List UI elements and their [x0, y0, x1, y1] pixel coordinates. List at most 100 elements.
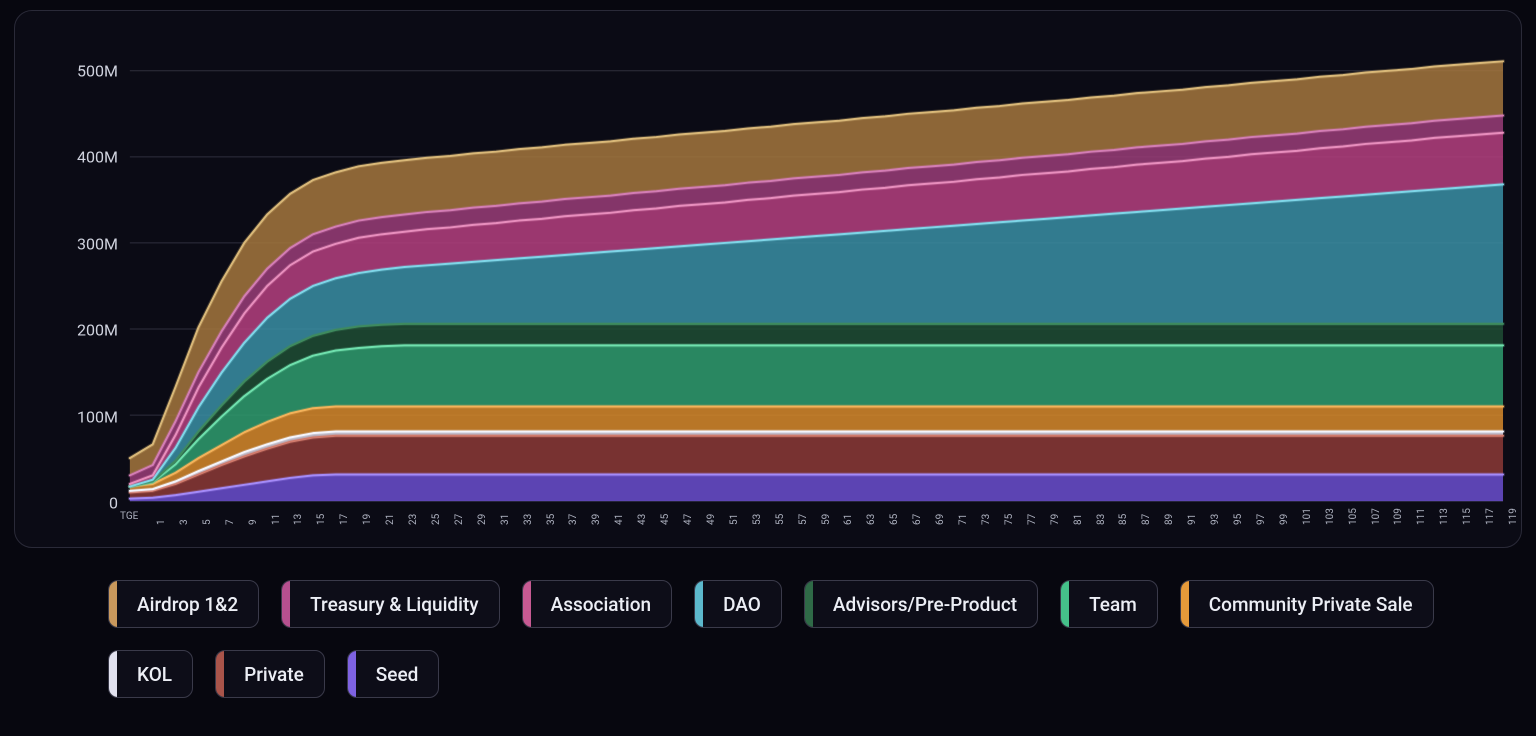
legend-label: DAO [703, 581, 781, 627]
legend-swatch [109, 651, 117, 697]
legend-label: Airdrop 1&2 [117, 581, 258, 627]
x-tick-label: 81 [1073, 514, 1084, 525]
x-tick-label: 99 [1279, 514, 1290, 525]
x-tick-label: 69 [935, 514, 946, 525]
legend-label: Private [224, 651, 324, 697]
y-tick-label: 0 [109, 494, 118, 513]
legend-item-advisors_pre_product[interactable]: Advisors/Pre-Product [804, 580, 1038, 628]
legend-swatch [348, 651, 356, 697]
x-tick-label: 111 [1416, 508, 1427, 525]
x-tick-label: 87 [1141, 514, 1152, 525]
x-tick-label: 91 [1187, 514, 1198, 525]
x-tick-label: 33 [523, 514, 534, 525]
x-tick-label: 105 [1348, 508, 1359, 525]
x-tick-label: 43 [637, 514, 648, 525]
chart-panel: 0100M200M300M400M500M TGE135791113151719… [14, 10, 1522, 548]
legend-item-private[interactable]: Private [215, 650, 325, 698]
legend-swatch [1181, 581, 1189, 627]
legend-item-community_private_sale[interactable]: Community Private Sale [1180, 580, 1434, 628]
x-tick-label: 53 [752, 514, 763, 525]
x-tick-label: 29 [477, 514, 488, 525]
x-tick-label: 3 [179, 519, 190, 525]
x-tick-label: 95 [1233, 514, 1244, 525]
x-tick-label: 119 [1508, 508, 1519, 525]
x-tick-label: 79 [1050, 514, 1061, 525]
x-tick-label: 37 [568, 514, 579, 525]
x-tick-label: 85 [1118, 514, 1129, 525]
legend-item-treasury_liquidity[interactable]: Treasury & Liquidity [281, 580, 499, 628]
x-tick-label: 41 [614, 514, 625, 525]
x-tick-label: 15 [316, 514, 327, 525]
x-tick-label: 55 [775, 514, 786, 525]
x-tick-label: 39 [591, 514, 602, 525]
x-tick-label: 45 [660, 514, 671, 525]
legend-swatch [523, 581, 531, 627]
y-tick-label: 500M [77, 62, 118, 81]
x-tick-label: 103 [1325, 508, 1336, 525]
legend-swatch [216, 651, 224, 697]
x-tick-label: TGE [120, 511, 138, 522]
x-tick-label: 21 [385, 514, 396, 525]
x-tick-label: 73 [981, 514, 992, 525]
x-tick-label: 67 [912, 514, 923, 525]
y-tick-label: 200M [77, 321, 118, 340]
x-tick-label: 47 [683, 514, 694, 525]
x-tick-label: 35 [546, 514, 557, 525]
y-tick-label: 300M [77, 234, 118, 253]
x-tick-label: 71 [958, 514, 969, 525]
x-tick-label: 57 [798, 514, 809, 525]
x-tick-label: 65 [889, 514, 900, 525]
legend-swatch [1061, 581, 1069, 627]
legend-swatch [109, 581, 117, 627]
x-tick-label: 77 [1027, 514, 1038, 525]
legend-item-association[interactable]: Association [522, 580, 672, 628]
x-tick-label: 51 [729, 514, 740, 525]
x-tick-label: 63 [866, 514, 877, 525]
x-tick-label: 93 [1210, 514, 1221, 525]
legend-swatch [805, 581, 813, 627]
x-tick-label: 115 [1462, 508, 1473, 525]
x-tick-label: 27 [454, 514, 465, 525]
stacked-area-chart [15, 11, 1521, 547]
x-tick-label: 83 [1096, 514, 1107, 525]
x-tick-label: 107 [1371, 508, 1382, 525]
legend-label: Community Private Sale [1189, 581, 1433, 627]
x-tick-label: 5 [202, 519, 213, 525]
legend-swatch [282, 581, 290, 627]
x-tick-label: 113 [1439, 508, 1450, 525]
legend-item-seed[interactable]: Seed [347, 650, 440, 698]
legend-label: Advisors/Pre-Product [813, 581, 1037, 627]
x-tick-label: 75 [1004, 514, 1015, 525]
y-tick-label: 100M [77, 407, 118, 426]
x-tick-label: 17 [339, 514, 350, 525]
legend-label: KOL [117, 651, 192, 697]
x-tick-label: 9 [248, 519, 259, 525]
x-tick-label: 61 [843, 514, 854, 525]
x-tick-label: 13 [293, 514, 304, 525]
legend-label: Association [531, 581, 671, 627]
x-tick-label: 31 [500, 514, 511, 525]
legend-label: Treasury & Liquidity [290, 581, 498, 627]
legend-label: Seed [356, 651, 439, 697]
x-tick-label: 23 [408, 514, 419, 525]
legend-label: Team [1069, 581, 1157, 627]
x-tick-label: 7 [225, 519, 236, 525]
x-tick-label: 11 [271, 514, 282, 525]
legend: Airdrop 1&2 Treasury & Liquidity Associati… [108, 580, 1496, 698]
x-tick-label: 97 [1256, 514, 1267, 525]
x-tick-label: 89 [1164, 514, 1175, 525]
x-tick-label: 117 [1485, 508, 1496, 525]
x-tick-label: 59 [821, 514, 832, 525]
x-tick-label: 101 [1302, 508, 1313, 525]
x-tick-label: 1 [156, 519, 167, 525]
legend-swatch [695, 581, 703, 627]
y-tick-label: 400M [77, 148, 118, 167]
legend-item-team[interactable]: Team [1060, 580, 1158, 628]
legend-item-kol[interactable]: KOL [108, 650, 193, 698]
x-tick-label: 109 [1393, 508, 1404, 525]
x-tick-label: 25 [431, 514, 442, 525]
legend-item-dao[interactable]: DAO [694, 580, 782, 628]
x-tick-label: 49 [706, 514, 717, 525]
legend-item-airdrop[interactable]: Airdrop 1&2 [108, 580, 259, 628]
x-tick-label: 19 [362, 514, 373, 525]
